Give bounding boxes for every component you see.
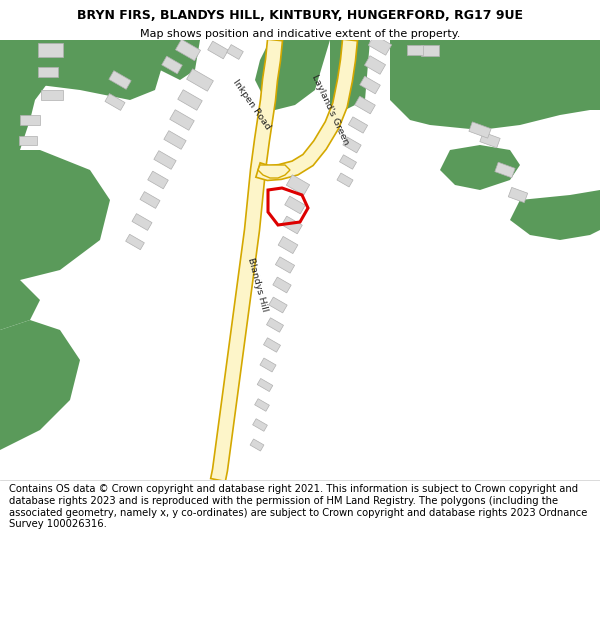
- Polygon shape: [140, 192, 160, 208]
- Polygon shape: [109, 71, 131, 89]
- Polygon shape: [407, 45, 423, 55]
- Polygon shape: [368, 35, 392, 55]
- Polygon shape: [255, 40, 330, 110]
- Polygon shape: [508, 188, 527, 202]
- Polygon shape: [0, 150, 110, 300]
- Text: Inkpen Road: Inkpen Road: [232, 78, 272, 132]
- Text: Layland's Green: Layland's Green: [310, 73, 350, 147]
- Polygon shape: [227, 44, 244, 59]
- Polygon shape: [19, 136, 37, 144]
- Polygon shape: [154, 151, 176, 169]
- Polygon shape: [282, 216, 302, 234]
- Polygon shape: [278, 236, 298, 254]
- Polygon shape: [170, 110, 194, 130]
- Polygon shape: [0, 320, 80, 480]
- Polygon shape: [260, 358, 276, 372]
- Polygon shape: [256, 39, 358, 181]
- Polygon shape: [343, 137, 361, 153]
- Polygon shape: [469, 122, 491, 138]
- Polygon shape: [269, 297, 287, 313]
- Polygon shape: [164, 131, 186, 149]
- Polygon shape: [355, 96, 375, 114]
- Polygon shape: [510, 190, 600, 240]
- Polygon shape: [211, 39, 283, 481]
- Polygon shape: [349, 117, 368, 133]
- Text: Contains OS data © Crown copyright and database right 2021. This information is : Contains OS data © Crown copyright and d…: [9, 484, 587, 529]
- Polygon shape: [162, 56, 182, 74]
- Polygon shape: [364, 56, 386, 74]
- Polygon shape: [421, 44, 439, 56]
- Polygon shape: [495, 162, 515, 177]
- Polygon shape: [285, 196, 305, 214]
- Polygon shape: [0, 100, 30, 150]
- Polygon shape: [337, 173, 353, 187]
- Polygon shape: [125, 234, 145, 250]
- Polygon shape: [155, 40, 200, 80]
- Polygon shape: [175, 39, 200, 61]
- Text: Map shows position and indicative extent of the property.: Map shows position and indicative extent…: [140, 29, 460, 39]
- Polygon shape: [148, 171, 168, 189]
- Polygon shape: [440, 145, 520, 190]
- Polygon shape: [105, 94, 125, 111]
- Polygon shape: [258, 165, 290, 178]
- Polygon shape: [37, 43, 62, 57]
- Polygon shape: [480, 132, 500, 148]
- Polygon shape: [187, 69, 214, 91]
- Polygon shape: [208, 41, 228, 59]
- Polygon shape: [330, 40, 370, 110]
- Polygon shape: [390, 40, 600, 130]
- Polygon shape: [254, 399, 269, 411]
- Polygon shape: [340, 155, 356, 169]
- Polygon shape: [0, 40, 65, 120]
- Polygon shape: [275, 257, 295, 273]
- Polygon shape: [0, 40, 80, 60]
- Text: Blandys Hill: Blandys Hill: [247, 257, 269, 313]
- Polygon shape: [38, 67, 58, 77]
- Polygon shape: [266, 318, 283, 332]
- Polygon shape: [178, 90, 202, 110]
- Polygon shape: [253, 419, 268, 431]
- Polygon shape: [263, 338, 280, 352]
- Polygon shape: [0, 40, 170, 100]
- Polygon shape: [41, 90, 63, 100]
- Polygon shape: [132, 214, 152, 231]
- Polygon shape: [20, 115, 40, 125]
- Text: BRYN FIRS, BLANDYS HILL, KINTBURY, HUNGERFORD, RG17 9UE: BRYN FIRS, BLANDYS HILL, KINTBURY, HUNGE…: [77, 9, 523, 22]
- Polygon shape: [257, 379, 273, 391]
- Polygon shape: [273, 277, 291, 293]
- Polygon shape: [286, 175, 310, 195]
- Polygon shape: [360, 76, 380, 94]
- Polygon shape: [0, 280, 40, 330]
- Polygon shape: [250, 439, 264, 451]
